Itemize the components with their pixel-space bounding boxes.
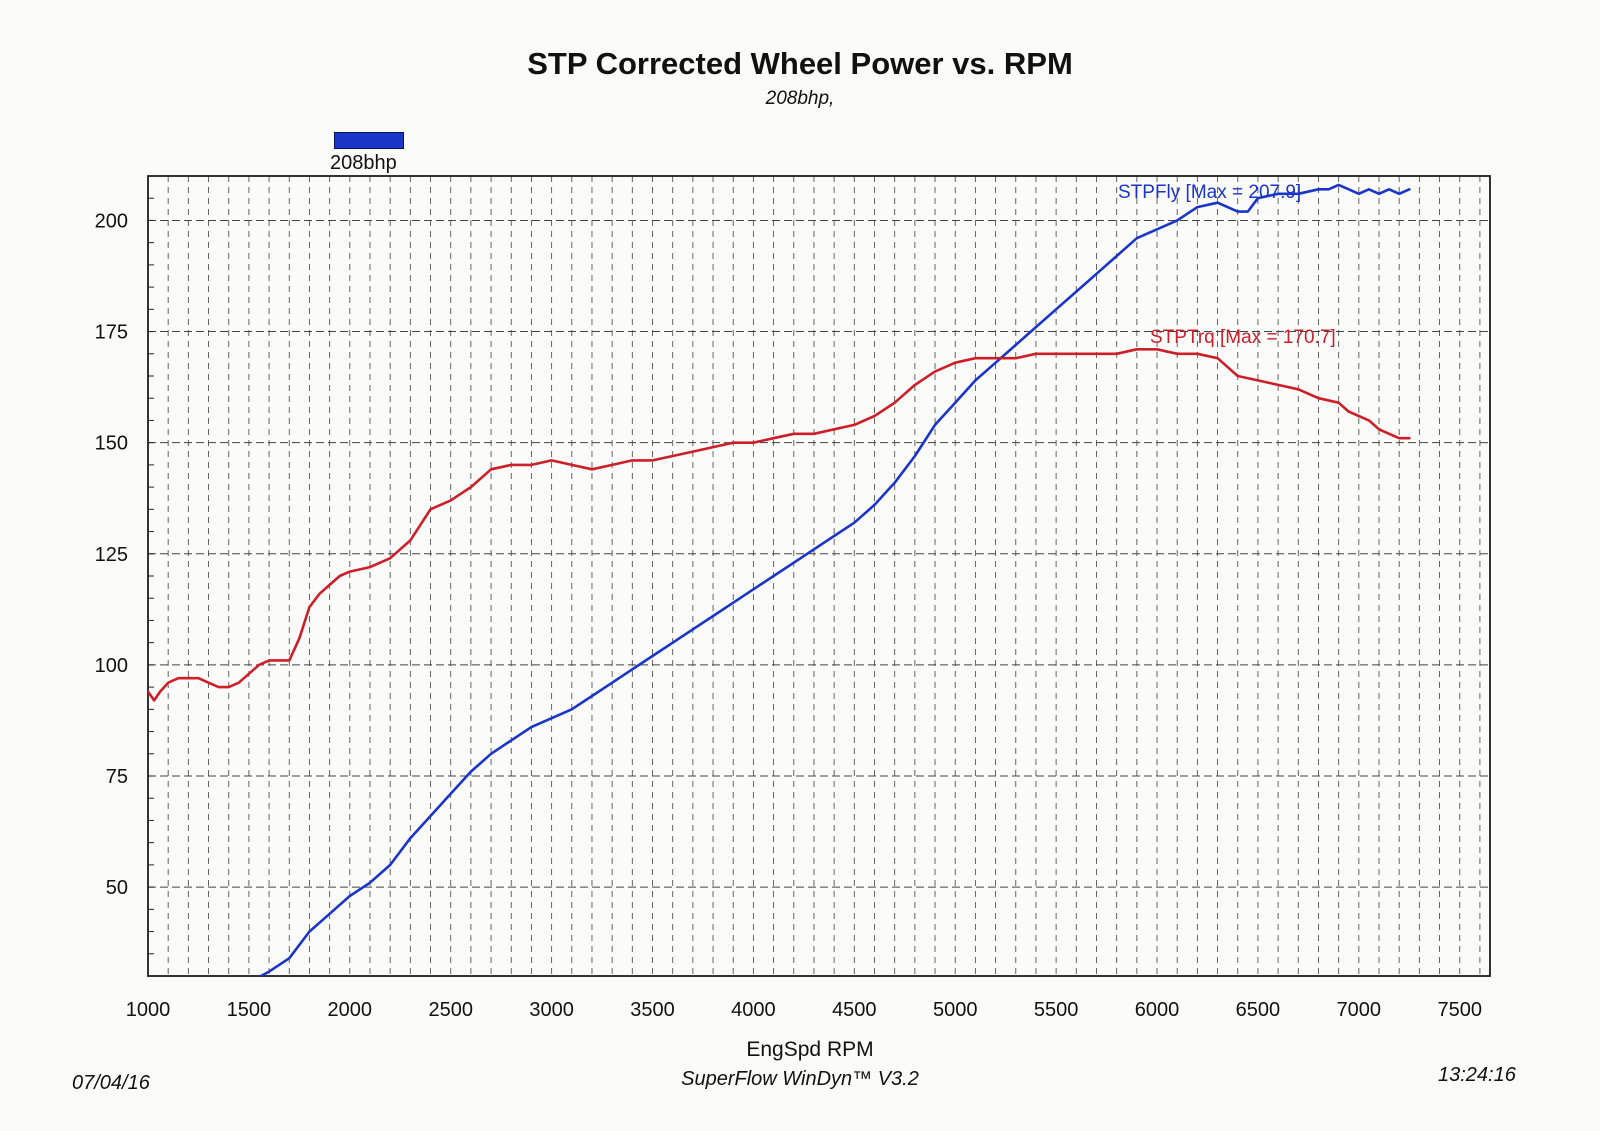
- series-labels: STPFly [Max = 207.9] STPTrq [Max = 170.7…: [1118, 182, 1336, 348]
- x-tick-label: 4500: [832, 999, 877, 1021]
- y-tick-label: 100: [95, 655, 128, 677]
- x-tick-label: 6000: [1135, 999, 1180, 1021]
- x-tick-label: 7000: [1337, 999, 1382, 1021]
- y-tick-label: 150: [95, 433, 128, 455]
- x-axis-title: EngSpd RPM: [746, 1038, 873, 1061]
- x-tick-label: 3500: [630, 999, 675, 1021]
- axes: 50 75 100 125 150 175 200 1000 1500 2000 2500 3000 3…: [95, 175, 1482, 1021]
- x-tick-label: 4000: [731, 999, 776, 1021]
- series-line-stptrq: [148, 348, 1411, 702]
- software-name: SuperFlow WinDyn™ V3.2: [681, 1068, 919, 1090]
- x-tick-label: 2000: [328, 999, 373, 1021]
- x-tick-label: 1000: [126, 999, 171, 1021]
- y-tick-label: 125: [95, 544, 128, 566]
- grid: [148, 176, 1490, 976]
- y-tick-label: 75: [106, 766, 128, 788]
- series: [148, 183, 1411, 976]
- y-tick-label: 175: [95, 322, 128, 344]
- x-tick-label: 6500: [1236, 999, 1281, 1021]
- x-tick-label: 5000: [933, 999, 978, 1021]
- chart-title: STP Corrected Wheel Power vs. RPM: [527, 46, 1073, 81]
- print-time: 13:24:16: [1438, 1064, 1516, 1086]
- x-tick-label: 3000: [529, 999, 574, 1021]
- x-tick-label: 5500: [1034, 999, 1079, 1021]
- series-label-stptrq: STPTrq [Max = 170.7]: [1150, 327, 1336, 348]
- chart-subtitle: 208bhp,: [765, 88, 835, 109]
- y-tick-label: 50: [106, 877, 128, 899]
- print-date: 07/04/16: [72, 1072, 150, 1094]
- plot-frame: [147, 175, 1491, 977]
- x-tick-label: 2500: [428, 999, 473, 1021]
- x-tick-label: 1500: [227, 999, 272, 1021]
- x-tick-label: 7500: [1437, 999, 1482, 1021]
- y-tick-label: 200: [95, 210, 128, 232]
- series-label-stpfly: STPFly [Max = 207.9]: [1118, 182, 1301, 203]
- legend-swatch: [334, 132, 404, 149]
- legend-label: 208bhp: [330, 152, 397, 174]
- series-line-stpfly: [259, 183, 1411, 976]
